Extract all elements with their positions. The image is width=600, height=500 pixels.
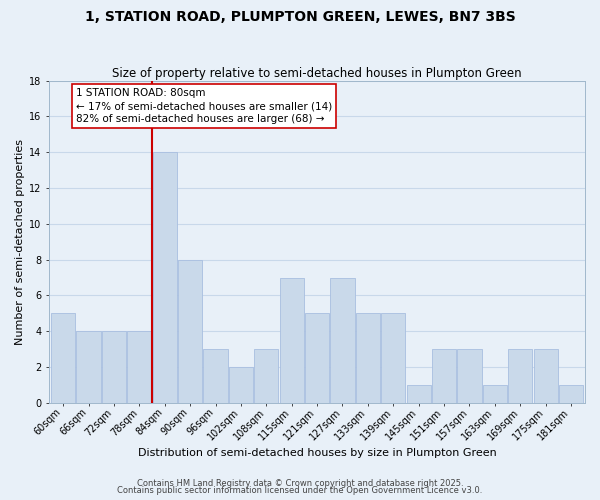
Text: Contains HM Land Registry data © Crown copyright and database right 2025.: Contains HM Land Registry data © Crown c… [137, 478, 463, 488]
Bar [305, 314, 329, 403]
Bar [280, 278, 304, 403]
Bar [381, 314, 406, 403]
Bar [432, 349, 456, 403]
X-axis label: Distribution of semi-detached houses by size in Plumpton Green: Distribution of semi-detached houses by … [138, 448, 496, 458]
Bar [127, 332, 151, 403]
Bar [203, 349, 227, 403]
Bar [178, 260, 202, 403]
Bar [407, 385, 431, 403]
Y-axis label: Number of semi-detached properties: Number of semi-detached properties [15, 139, 25, 345]
Bar [457, 349, 482, 403]
Bar [356, 314, 380, 403]
Bar [508, 349, 532, 403]
Bar [331, 278, 355, 403]
Bar [483, 385, 507, 403]
Text: 1, STATION ROAD, PLUMPTON GREEN, LEWES, BN7 3BS: 1, STATION ROAD, PLUMPTON GREEN, LEWES, … [85, 10, 515, 24]
Bar [229, 367, 253, 403]
Text: Contains public sector information licensed under the Open Government Licence v3: Contains public sector information licen… [118, 486, 482, 495]
Bar [51, 314, 75, 403]
Bar [559, 385, 583, 403]
Bar [533, 349, 558, 403]
Bar [254, 349, 278, 403]
Bar [76, 332, 101, 403]
Bar [152, 152, 177, 403]
Title: Size of property relative to semi-detached houses in Plumpton Green: Size of property relative to semi-detach… [112, 66, 522, 80]
Text: 1 STATION ROAD: 80sqm
← 17% of semi-detached houses are smaller (14)
82% of semi: 1 STATION ROAD: 80sqm ← 17% of semi-deta… [76, 88, 332, 124]
Bar [102, 332, 126, 403]
